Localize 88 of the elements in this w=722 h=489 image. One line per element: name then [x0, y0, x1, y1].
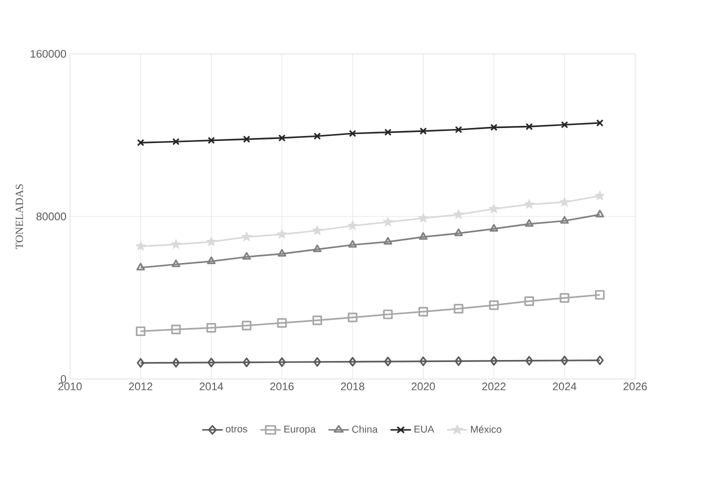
point — [171, 324, 181, 334]
point — [136, 358, 144, 368]
x-tick-label: 2020 — [412, 382, 435, 390]
point — [596, 210, 604, 218]
point — [348, 240, 357, 248]
x-tick-label: 2026 — [624, 382, 647, 390]
x-tick-label: 2018 — [340, 382, 364, 390]
point — [525, 356, 534, 366]
point — [490, 356, 498, 366]
point — [454, 304, 464, 314]
point — [241, 231, 252, 242]
point — [384, 356, 392, 366]
point — [490, 124, 498, 132]
point — [242, 136, 250, 143]
point — [348, 312, 358, 322]
point — [207, 256, 216, 264]
x-tick-label: 2014 — [200, 382, 224, 390]
point — [596, 356, 604, 366]
legend-label: China — [352, 426, 378, 433]
point — [418, 306, 428, 317]
point — [312, 244, 322, 252]
point — [420, 127, 427, 135]
point — [136, 326, 146, 336]
point — [136, 262, 145, 270]
point — [524, 198, 534, 209]
x-tick-label: 2024 — [552, 382, 576, 390]
y-tick-label: 80000 — [36, 212, 66, 220]
point — [384, 128, 392, 136]
point — [206, 236, 216, 246]
x-tick-label: 2022 — [482, 382, 506, 390]
point — [314, 132, 321, 140]
point — [454, 228, 463, 236]
legend-label: EUA — [414, 426, 434, 433]
point — [559, 196, 570, 207]
point — [594, 190, 606, 200]
point — [137, 139, 144, 146]
point — [242, 252, 251, 260]
point — [560, 216, 569, 224]
y-tick-label: 160000 — [30, 50, 66, 58]
point — [347, 220, 358, 230]
point — [490, 224, 498, 232]
point — [384, 237, 392, 245]
point — [524, 219, 534, 227]
point — [526, 122, 533, 130]
point — [242, 358, 250, 368]
point — [172, 260, 180, 268]
point — [278, 357, 286, 367]
point — [278, 249, 286, 257]
point — [313, 357, 322, 367]
point — [348, 356, 356, 367]
point — [172, 358, 180, 368]
x-tick-label: 2010 — [58, 382, 82, 390]
y-axis-title: TONELADAS — [16, 184, 24, 249]
point — [382, 216, 394, 227]
point — [524, 296, 534, 306]
point — [418, 212, 428, 223]
point — [208, 136, 215, 144]
point — [419, 356, 428, 366]
point — [242, 320, 252, 330]
point — [207, 358, 216, 368]
point — [596, 119, 604, 127]
point — [172, 138, 180, 146]
x-tick-label: 2016 — [270, 382, 294, 390]
y-tick-label: 0 — [60, 375, 66, 383]
point — [560, 356, 568, 366]
point — [383, 310, 393, 320]
point — [453, 209, 464, 220]
point — [312, 225, 322, 236]
point — [312, 315, 322, 326]
point — [170, 239, 182, 249]
legend-label: México — [471, 425, 502, 433]
point — [278, 134, 286, 142]
legend-label: Europa — [284, 426, 316, 435]
point — [277, 318, 287, 328]
point — [454, 356, 462, 366]
point — [418, 232, 428, 240]
point — [488, 203, 500, 214]
point — [135, 240, 146, 251]
point — [489, 300, 499, 310]
point — [206, 322, 216, 333]
point — [560, 293, 570, 303]
point — [348, 130, 356, 138]
x-tick-label: 2012 — [129, 382, 152, 390]
point — [595, 290, 605, 300]
legend-label: otros — [226, 426, 248, 432]
point — [454, 126, 462, 134]
point — [276, 228, 288, 239]
point — [560, 121, 568, 128]
